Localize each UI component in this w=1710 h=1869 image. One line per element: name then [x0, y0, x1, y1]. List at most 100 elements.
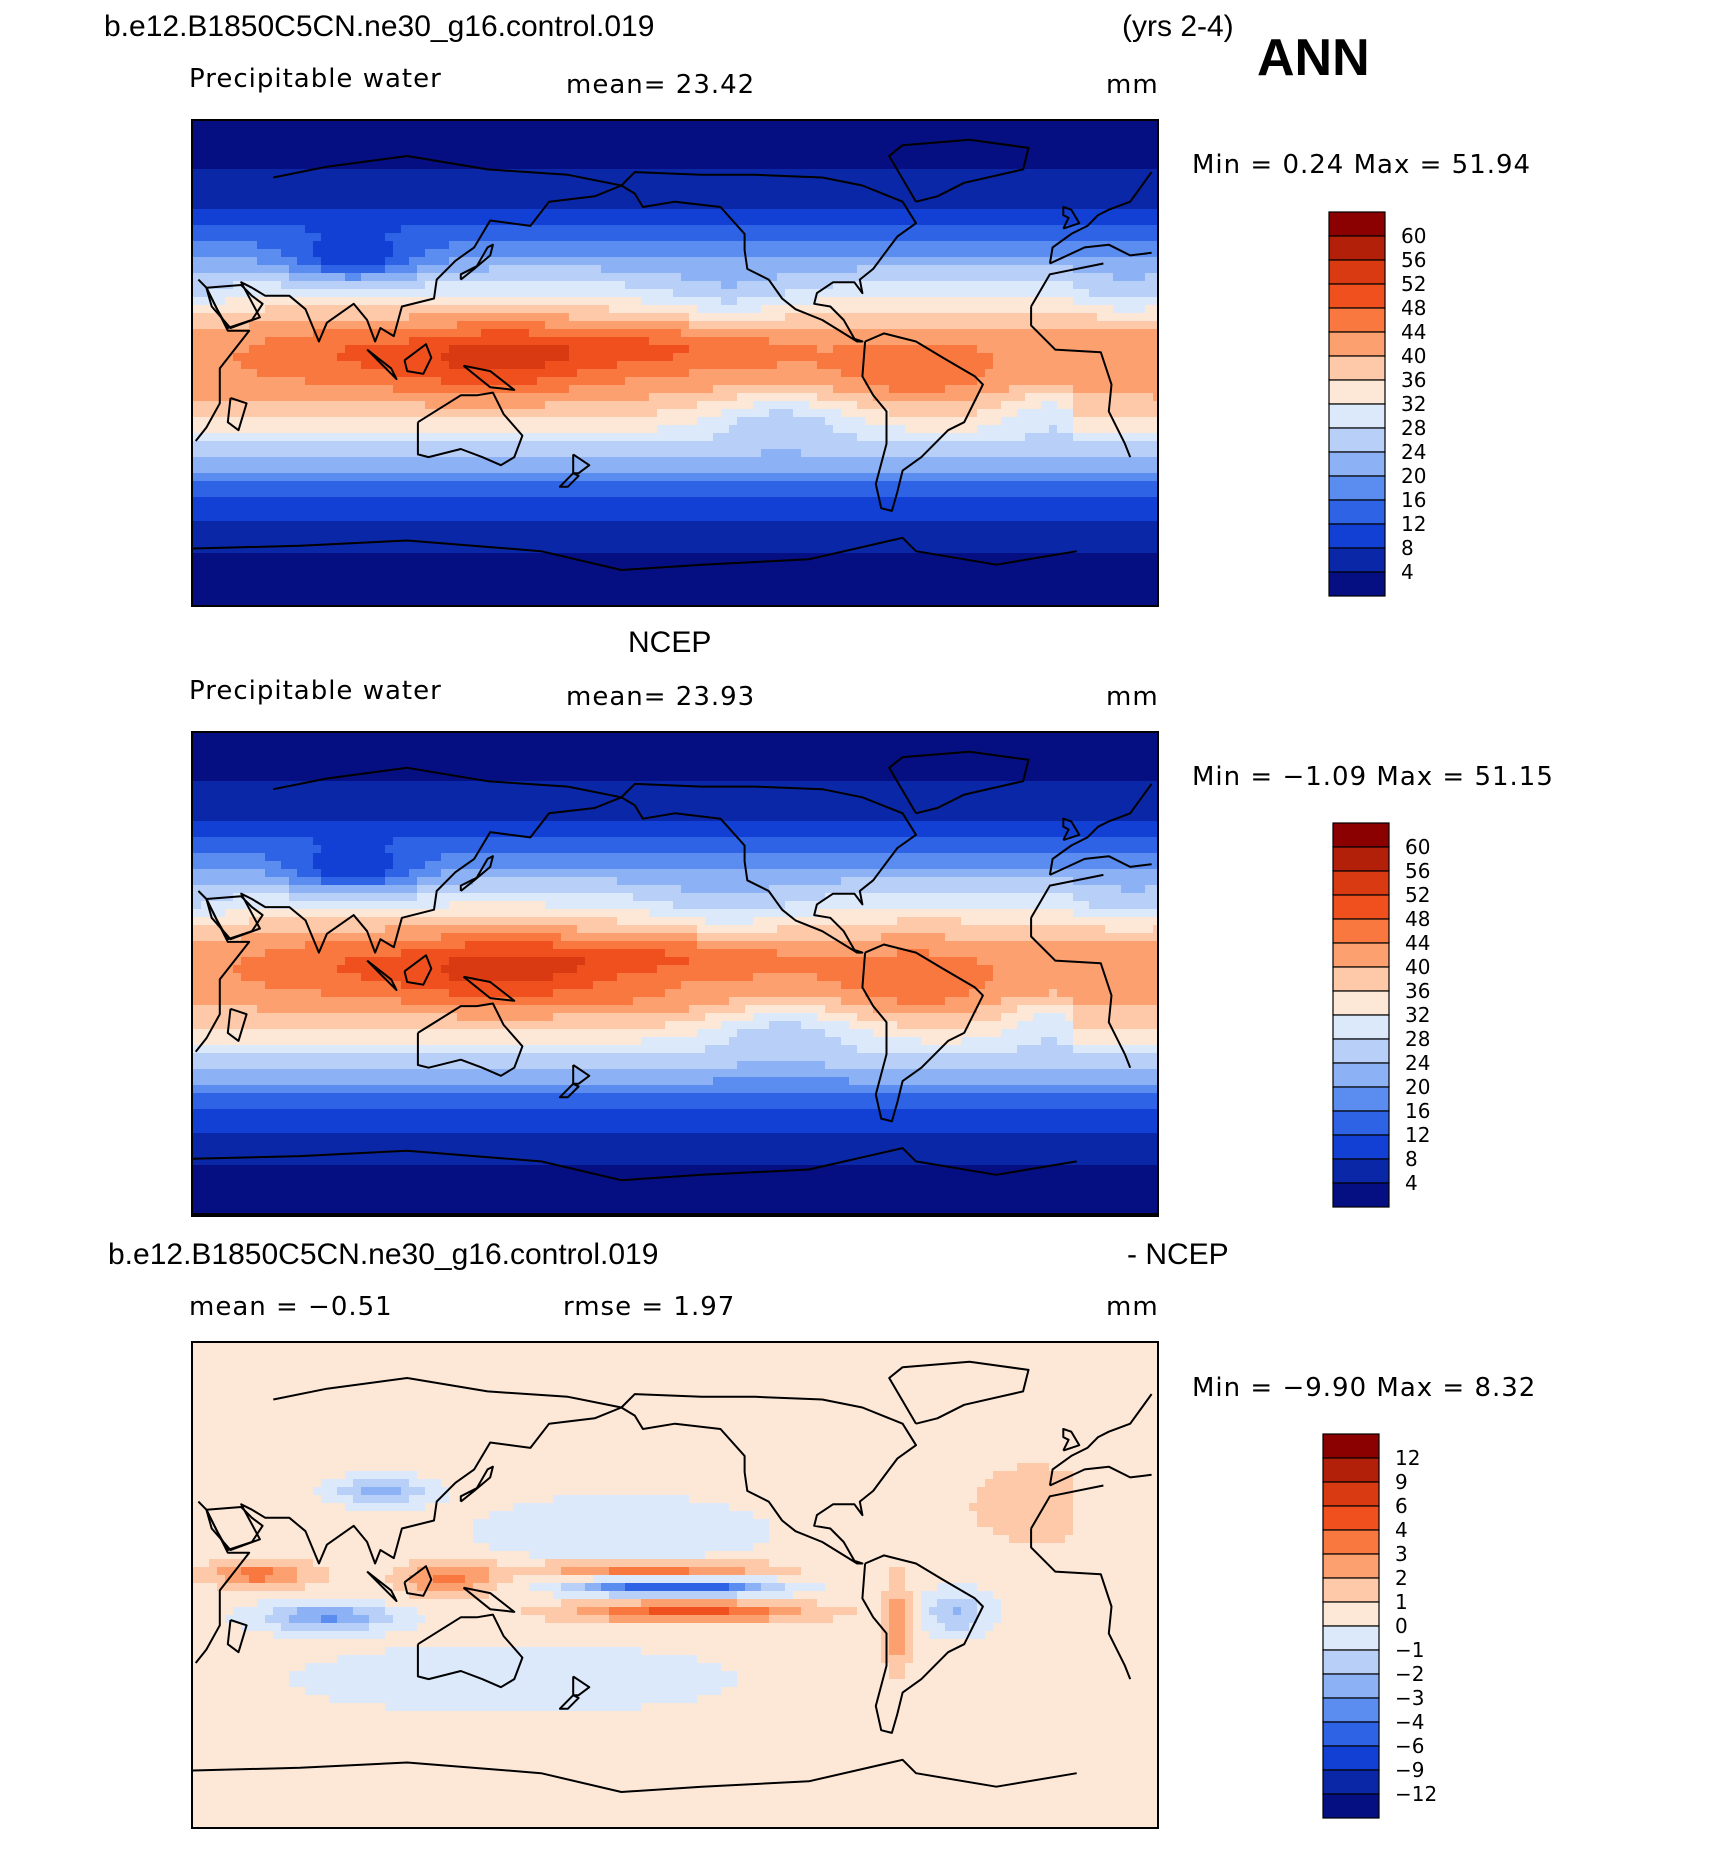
- colorbar-1-box-1: [1332, 846, 1390, 872]
- colorbar-0-tick-6: 36: [1401, 368, 1426, 392]
- panel3-minmax: Min = −9.90 Max = 8.32: [1192, 1373, 1536, 1403]
- colorbar-1-box-6: [1332, 966, 1390, 992]
- colorbar-2-tick-8: −1: [1395, 1638, 1424, 1662]
- colorbar-2-box-7: [1322, 1601, 1380, 1627]
- colorbar-2-box-0: [1322, 1433, 1380, 1459]
- panel2-colorbar: 60 56 52 48 44 40 36 32 28 24 20 16 12 8 4: [1332, 822, 1473, 1213]
- colorbar-0-tick-0: 60: [1401, 224, 1426, 248]
- colorbar-1-box-4: [1332, 918, 1390, 944]
- colorbar-1-box-12: [1332, 1110, 1390, 1136]
- panel3-mean: mean = −0.51: [189, 1292, 393, 1322]
- panel3-colorbar: 12 9 6 4 3 2 1 0 −1 −2 −3 −4 −6 −9 −12: [1322, 1433, 1473, 1824]
- colorbar-1-tick-6: 36: [1405, 979, 1430, 1003]
- panel2-coastlines: [193, 750, 1153, 1182]
- colorbar-2-tick-4: 3: [1395, 1542, 1408, 1566]
- colorbar-0-tick-12: 12: [1401, 512, 1426, 536]
- panel1-units: mm: [1106, 70, 1159, 100]
- season-label: ANN: [1257, 28, 1370, 88]
- panel2-map: [191, 731, 1159, 1217]
- colorbar-1-box-0: [1332, 822, 1390, 848]
- panel2-minmax: Min = −1.09 Max = 51.15: [1192, 762, 1554, 792]
- colorbar-0-box-3: [1328, 283, 1386, 309]
- colorbar-1-box-9: [1332, 1038, 1390, 1064]
- colorbar-1-tick-14: 4: [1405, 1171, 1418, 1195]
- colorbar-0-tick-7: 32: [1401, 392, 1426, 416]
- colorbar-2-box-14: [1322, 1769, 1380, 1795]
- panel1-minmax: Min = 0.24 Max = 51.94: [1192, 150, 1531, 180]
- colorbar-0-tick-1: 56: [1401, 248, 1426, 272]
- colorbar-0-tick-14: 4: [1401, 560, 1414, 584]
- colorbar-0-box-8: [1328, 403, 1386, 429]
- colorbar-1-tick-2: 52: [1405, 883, 1430, 907]
- colorbar-0-box-11: [1328, 475, 1386, 501]
- colorbar-1-tick-9: 24: [1405, 1051, 1430, 1075]
- colorbar-1-tick-1: 56: [1405, 859, 1430, 883]
- panel3-map: [191, 1341, 1159, 1829]
- colorbar-2-tick-5: 2: [1395, 1566, 1408, 1590]
- panel3-units: mm: [1106, 1292, 1159, 1322]
- colorbar-2-tick-10: −3: [1395, 1686, 1424, 1710]
- colorbar-0-box-5: [1328, 331, 1386, 357]
- panel1-coastlines: [193, 138, 1153, 571]
- colorbar-1-box-11: [1332, 1086, 1390, 1112]
- colorbar-1-box-10: [1332, 1062, 1390, 1088]
- colorbar-1-box-14: [1332, 1158, 1390, 1184]
- colorbar-2-tick-12: −6: [1395, 1734, 1424, 1758]
- panel3-rmse: rmse = 1.97: [563, 1292, 735, 1322]
- colorbar-0-box-4: [1328, 307, 1386, 333]
- colorbar-1-tick-8: 28: [1405, 1027, 1430, 1051]
- colorbar-0-tick-5: 40: [1401, 344, 1426, 368]
- colorbar-0-box-14: [1328, 547, 1386, 573]
- colorbar-2-tick-3: 4: [1395, 1518, 1408, 1542]
- colorbar-0-box-6: [1328, 355, 1386, 381]
- colorbar-2-tick-1: 9: [1395, 1470, 1408, 1494]
- colorbar-2-box-4: [1322, 1529, 1380, 1555]
- colorbar-2-tick-0: 12: [1395, 1446, 1420, 1470]
- colorbar-1-tick-5: 40: [1405, 955, 1430, 979]
- panel2-mean: mean= 23.93: [566, 682, 755, 712]
- colorbar-1-box-5: [1332, 942, 1390, 968]
- case-title-top: b.e12.B1850C5CN.ne30_g16.control.019: [104, 10, 654, 44]
- panel2-title: NCEP: [628, 626, 711, 660]
- colorbar-0-box-15: [1328, 571, 1386, 597]
- colorbar-1-tick-12: 12: [1405, 1123, 1430, 1147]
- colorbar-2-box-11: [1322, 1697, 1380, 1723]
- colorbar-0-tick-13: 8: [1401, 536, 1414, 560]
- colorbar-1-tick-7: 32: [1405, 1003, 1430, 1027]
- panel1-colorbar: 60 56 52 48 44 40 36 32 28 24 20 16 12 8 4: [1328, 211, 1469, 602]
- colorbar-0-box-0: [1328, 211, 1386, 237]
- colorbar-2-box-5: [1322, 1553, 1380, 1579]
- colorbar-2-box-12: [1322, 1721, 1380, 1747]
- colorbar-0-box-2: [1328, 259, 1386, 285]
- panel3-coastlines: [193, 1360, 1153, 1793]
- panel2-units: mm: [1106, 682, 1159, 712]
- colorbar-2-tick-9: −2: [1395, 1662, 1424, 1686]
- colorbar-0-tick-8: 28: [1401, 416, 1426, 440]
- colorbar-2-box-3: [1322, 1505, 1380, 1531]
- panel1-mean: mean= 23.42: [566, 70, 755, 100]
- colorbar-1-box-13: [1332, 1134, 1390, 1160]
- colorbar-0-tick-2: 52: [1401, 272, 1426, 296]
- colorbar-2-tick-2: 6: [1395, 1494, 1408, 1518]
- colorbar-0-tick-10: 20: [1401, 464, 1426, 488]
- panel2-variable-label: Precipitable water: [189, 676, 442, 706]
- colorbar-0-tick-9: 24: [1401, 440, 1426, 464]
- colorbar-0-box-7: [1328, 379, 1386, 405]
- colorbar-0-box-12: [1328, 499, 1386, 525]
- colorbar-1-tick-4: 44: [1405, 931, 1430, 955]
- colorbar-1-tick-3: 48: [1405, 907, 1430, 931]
- panel1-field: [193, 121, 1157, 605]
- colorbar-1-box-2: [1332, 870, 1390, 896]
- colorbar-1-tick-10: 20: [1405, 1075, 1430, 1099]
- colorbar-2-box-8: [1322, 1625, 1380, 1651]
- colorbar-1-box-3: [1332, 894, 1390, 920]
- colorbar-1-tick-13: 8: [1405, 1147, 1418, 1171]
- colorbar-2-tick-13: −9: [1395, 1758, 1424, 1782]
- colorbar-2-tick-7: 0: [1395, 1614, 1408, 1638]
- colorbar-2-tick-11: −4: [1395, 1710, 1424, 1734]
- colorbar-2-box-10: [1322, 1673, 1380, 1699]
- colorbar-2-box-6: [1322, 1577, 1380, 1603]
- colorbar-1-box-7: [1332, 990, 1390, 1016]
- colorbar-2-tick-6: 1: [1395, 1590, 1408, 1614]
- colorbar-2-box-9: [1322, 1649, 1380, 1675]
